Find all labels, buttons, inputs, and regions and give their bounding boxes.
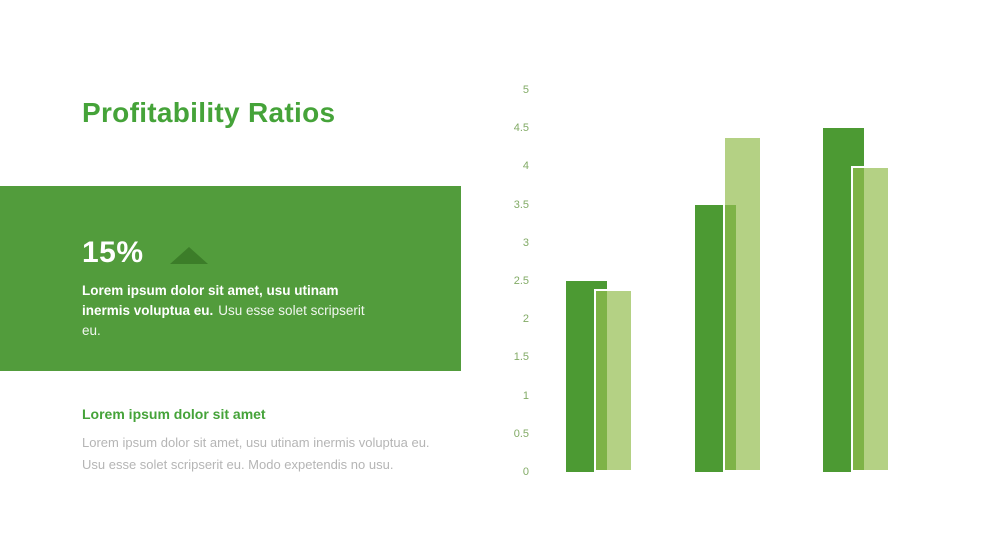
section-body-line1: Lorem ipsum dolor sit amet, usu utinam i… xyxy=(82,435,430,450)
highlight-description-regular: Usu esse solet scripserit eu. xyxy=(82,303,365,338)
y-axis-tick-label: 5 xyxy=(522,84,529,96)
y-axis-tick-label: 2.5 xyxy=(513,275,529,287)
triangle-up-icon xyxy=(169,246,208,264)
stat-row: 15% xyxy=(82,237,208,269)
y-axis-tick-label: 0.5 xyxy=(513,427,529,440)
y-axis-tick-label: 1 xyxy=(522,389,529,402)
y-axis-tick-label: 4.5 xyxy=(513,122,529,135)
y-axis-tick-label: 3.5 xyxy=(513,198,529,211)
highlight-box xyxy=(0,186,461,371)
y-axis-tick-label: 1.5 xyxy=(513,351,529,364)
highlight-description-bold: Lorem ipsum dolor sit amet, usu utinam i… xyxy=(82,283,339,318)
y-axis-tick-label: 2 xyxy=(522,313,529,326)
y-axis-tick-label: 0 xyxy=(522,466,529,478)
y-axis-tick-label: 4 xyxy=(522,160,529,173)
bar-light-green-group-2 xyxy=(723,135,762,472)
y-axis-tick-label: 3 xyxy=(522,236,529,249)
section-body-line2: Usu esse solet scripserit eu. Modo expet… xyxy=(82,456,394,472)
stat-value: 15% xyxy=(82,236,144,269)
highlight-description: Lorem ipsum dolor sit amet, usu utinam i… xyxy=(82,281,384,341)
section-heading: Lorem ipsum dolor sit amet xyxy=(82,406,266,422)
section-body: Lorem ipsum dolor sit amet, usu utinam i… xyxy=(82,432,430,475)
page-title: Profitability Ratios xyxy=(82,97,336,128)
bar-light-green-group-3 xyxy=(851,166,890,472)
bar-light-green-group-1 xyxy=(594,288,633,472)
